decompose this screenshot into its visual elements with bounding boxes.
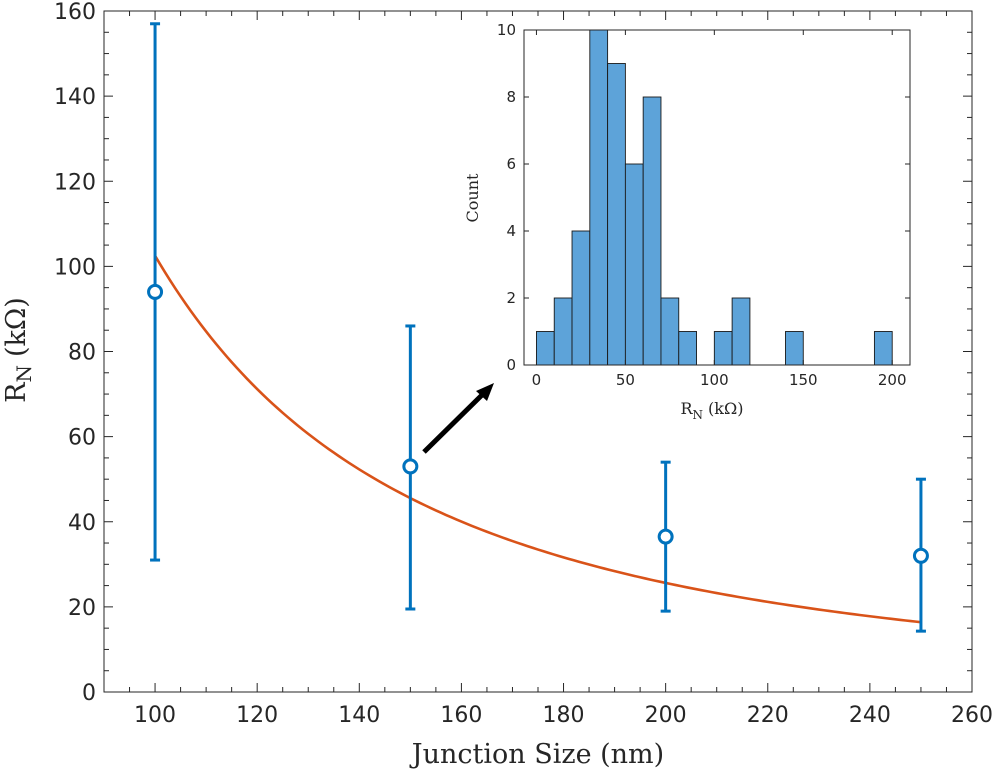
inset-x-tick-label: 100 xyxy=(700,371,729,389)
y-tick-label: 60 xyxy=(68,426,96,451)
inset-x-axis-label-main: R xyxy=(681,399,694,418)
histogram-bar xyxy=(873,331,893,366)
data-point xyxy=(912,547,929,564)
x-tick-label: 200 xyxy=(645,703,687,728)
inset-y-tick-label: 0 xyxy=(506,356,516,374)
x-tick-label: 220 xyxy=(747,703,789,728)
data-point xyxy=(402,458,419,475)
y-tick-label: 20 xyxy=(68,596,96,621)
inset-x-axis-label-subscript: N xyxy=(693,408,704,422)
histogram-bar xyxy=(642,96,662,366)
y-tick-label: 160 xyxy=(54,0,96,25)
fit-curve xyxy=(153,255,922,624)
inset-x-axis-label-unit: (kΩ) xyxy=(708,399,743,418)
y-axis-label-unit: (kΩ) xyxy=(1,297,32,357)
x-tick-label: 240 xyxy=(849,703,891,728)
y-axis-label: RN (kΩ) xyxy=(1,297,36,403)
inset-x-axis-label: RN (kΩ) xyxy=(681,399,744,422)
inset-plot-area xyxy=(523,29,911,366)
histogram-bar xyxy=(624,163,644,366)
inset-y-tick-label: 8 xyxy=(506,88,516,106)
inset-y-tick-label: 4 xyxy=(506,222,516,240)
y-tick-label: 0 xyxy=(82,681,96,706)
svg-text:RN(kΩ): RN (kΩ) xyxy=(1,297,36,403)
x-tick-label: 260 xyxy=(951,703,993,728)
histogram-bar xyxy=(536,331,555,366)
fit-curve-group xyxy=(153,255,922,624)
inset-x-tick-label: 50 xyxy=(616,371,635,389)
y-tick-label: 80 xyxy=(68,341,96,366)
x-tick-label: 140 xyxy=(338,703,380,728)
x-tick-label: 180 xyxy=(543,703,585,728)
y-tick-label: 120 xyxy=(54,170,96,195)
y-tick-label: 100 xyxy=(54,255,96,280)
inset-x-tick-label: 0 xyxy=(532,371,542,389)
data-point xyxy=(657,528,674,545)
histogram-bar xyxy=(713,331,733,366)
x-axis-label: Junction Size (nm) xyxy=(409,739,664,770)
x-tick-label: 100 xyxy=(134,703,176,728)
inset-y-tick-label: 2 xyxy=(506,289,516,307)
histogram-bar xyxy=(589,29,609,366)
data-points-group xyxy=(147,22,929,633)
y-tick-label: 40 xyxy=(68,511,96,536)
y-tick-label: 140 xyxy=(54,85,96,110)
main-axis-ticks: 100 120 140 160 180 200 220 240 2600204060801001… xyxy=(54,0,993,728)
arrow-shaft xyxy=(422,391,486,454)
inset-x-tick-label: 150 xyxy=(789,371,818,389)
arrow-annotation xyxy=(422,383,494,454)
y-axis-label-subscript: N xyxy=(12,365,36,383)
inset-y-axis-label: Count xyxy=(463,173,482,222)
x-tick-label: 160 xyxy=(440,703,482,728)
histogram-bar xyxy=(731,297,751,366)
histogram-bar xyxy=(553,297,573,366)
histogram-bar xyxy=(785,331,804,366)
histogram-bar xyxy=(678,331,697,366)
data-point xyxy=(147,283,164,300)
histogram-bar xyxy=(571,230,591,366)
inset-x-tick-label: 200 xyxy=(878,371,907,389)
arrow-head xyxy=(476,383,494,401)
inset-y-tick-label: 10 xyxy=(497,21,516,39)
histogram-bars-group xyxy=(536,29,893,366)
histogram-bar xyxy=(607,63,626,366)
inset-y-tick-label: 6 xyxy=(506,155,516,173)
x-tick-label: 120 xyxy=(236,703,278,728)
y-axis-label-main: R xyxy=(1,382,32,403)
inset-axis-ticks: 0 50 100 150 200 0 2 4 6 8 10 xyxy=(497,21,910,389)
histogram-bar xyxy=(660,297,680,366)
